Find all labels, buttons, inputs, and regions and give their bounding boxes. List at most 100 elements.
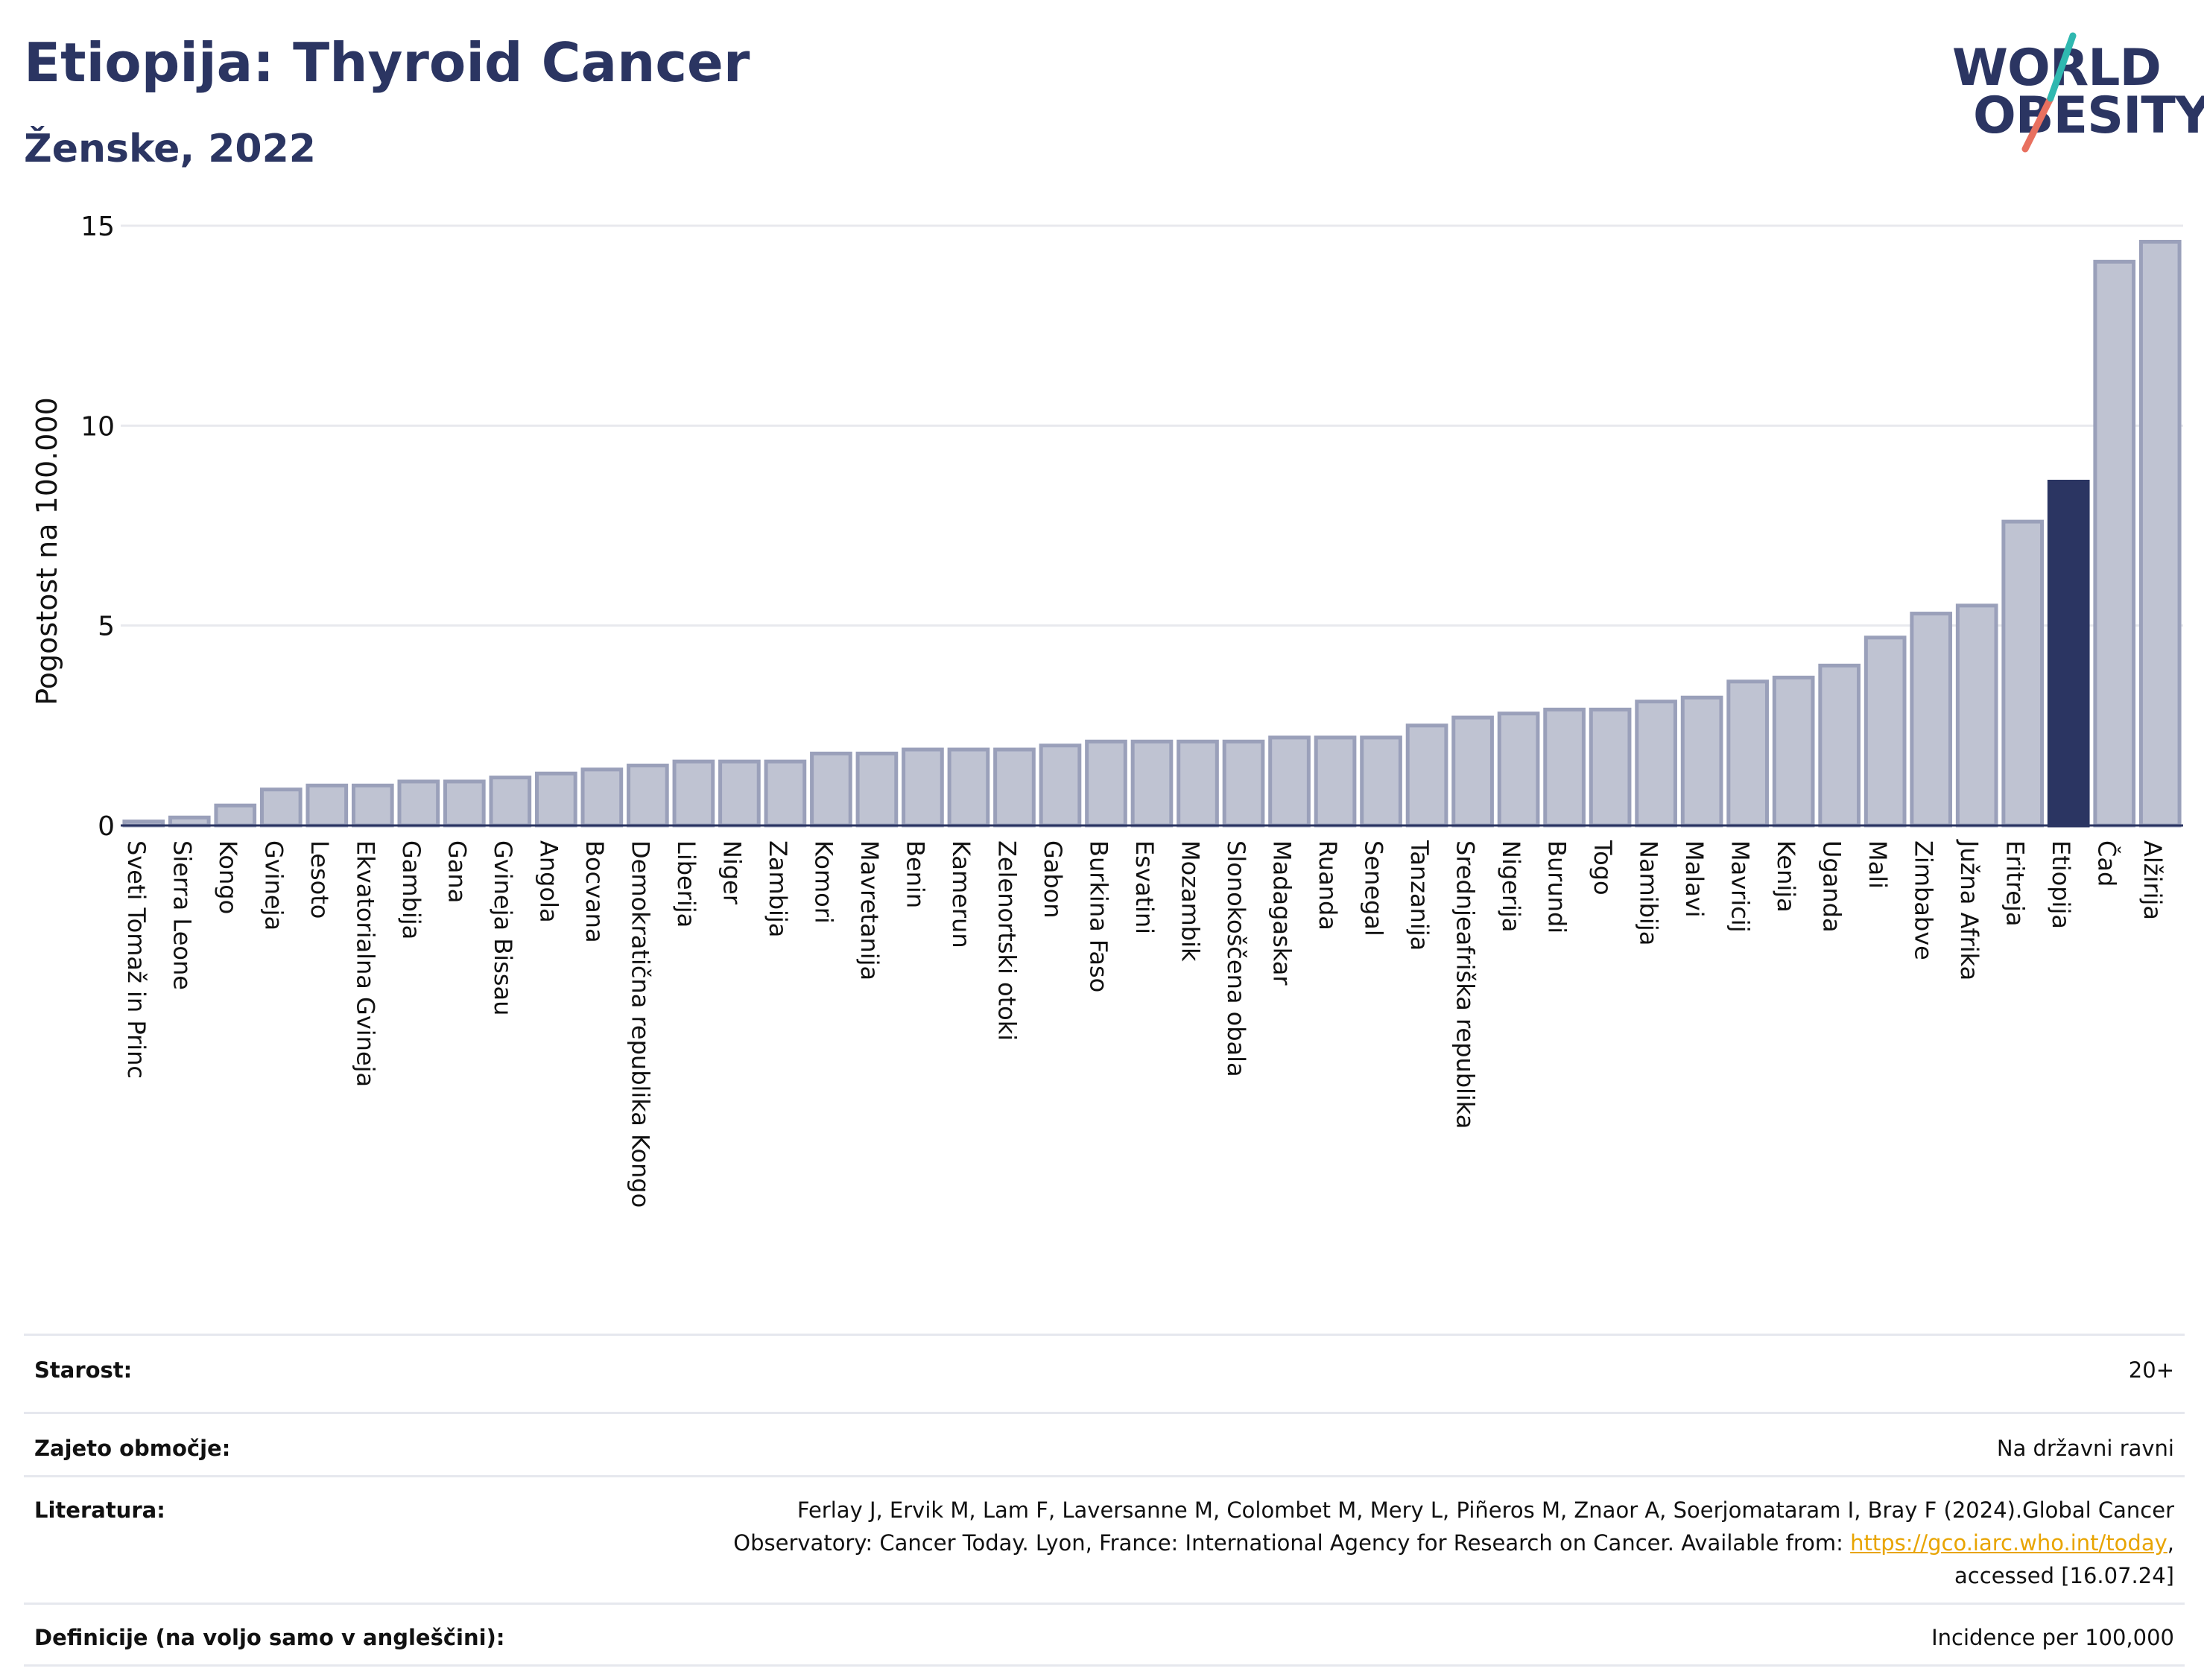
x-tick-label: Gvineja Bissau <box>489 840 517 1015</box>
bar-39 <box>1910 612 1953 828</box>
bar-17 <box>902 747 944 828</box>
bar-33 <box>1635 700 1677 828</box>
x-tick-label: Mavricij <box>1726 840 1755 933</box>
grid-lines <box>121 224 2183 627</box>
literature-text: , <box>2167 1530 2174 1556</box>
y-tick-labels: 0 5 10 15 <box>80 212 115 842</box>
info-label: Literatura: <box>34 1497 165 1523</box>
bars <box>121 239 2183 828</box>
bar-31 <box>1543 707 1586 828</box>
bar-24 <box>1222 739 1265 828</box>
y-tick-label: 0 <box>98 811 115 842</box>
bar-4 <box>305 783 349 828</box>
x-tick-label: Gabon <box>1039 840 1067 919</box>
x-tick-label: Eritreja <box>2001 840 2030 926</box>
reference-link[interactable]: https://gco.iarc.who.int/today <box>1850 1530 2167 1556</box>
bar-22 <box>1130 739 1174 828</box>
bar-28 <box>1405 723 1448 828</box>
y-tick-label: 5 <box>98 612 115 642</box>
x-tick-label: Niger <box>718 840 746 905</box>
bar-11 <box>627 764 669 828</box>
info-value: Incidence per 100,000 <box>1931 1625 2174 1650</box>
x-tick-label: Zambija <box>764 840 792 937</box>
info-row-age: Starost: 20+ <box>24 1334 2185 1412</box>
bar-19 <box>993 747 1036 828</box>
bar-2 <box>214 803 257 828</box>
bar-20 <box>1039 744 1082 828</box>
info-value: Ferlay J, Ervik M, Lam F, Laversanne M, … <box>733 1494 2185 1592</box>
x-tick-label: Benin <box>901 840 929 908</box>
x-tick-label: Srednjeafriška republika <box>1451 840 1480 1129</box>
x-tick-label: Uganda <box>1818 840 1846 933</box>
logo-slash-icon <box>2021 32 2077 153</box>
x-tick-label: Nigerija <box>1497 840 1525 932</box>
chart-title: Etiopija: Thyroid Cancer <box>24 31 750 94</box>
x-tick-label: Slonokoščena obala <box>1222 840 1250 1077</box>
bar-36 <box>1772 675 1815 828</box>
x-tick-label: Gambija <box>397 840 425 939</box>
bar-14 <box>764 759 807 828</box>
info-row-definitions: Definicije (na voljo samo v angleščini):… <box>24 1603 2185 1667</box>
x-tick-label: Angola <box>534 840 563 923</box>
x-tick-label: Ekvatorialna Gvineja <box>351 840 379 1087</box>
chart-subtitle: Ženske, 2022 <box>24 127 316 171</box>
world-obesity-logo: WORLD OBESITY <box>1945 30 2204 156</box>
bar-27 <box>1360 735 1402 828</box>
literature-line-1: Ferlay J, Ervik M, Lam F, Laversanne M, … <box>797 1497 2174 1523</box>
info-label: Definicije (na voljo samo v angleščini): <box>34 1625 505 1650</box>
bar-30 <box>1497 711 1540 828</box>
y-tick-label: 10 <box>80 411 115 442</box>
info-value: 20+ <box>2128 1357 2174 1383</box>
x-tick-label: Gana <box>443 840 471 903</box>
bar-26 <box>1314 735 1357 828</box>
bar-15 <box>810 751 852 828</box>
x-tick-label: Bocvana <box>580 840 609 943</box>
info-value: Na državni ravni <box>1996 1436 2174 1461</box>
bar-21 <box>1085 739 1127 828</box>
x-tick-label: Senegal <box>1360 840 1388 936</box>
x-tick-label: Burundi <box>1543 840 1571 933</box>
x-tick-label: Togo <box>1589 840 1617 896</box>
x-tick-label: Etiopija <box>2047 840 2075 929</box>
x-tick-label: Kenija <box>1772 840 1800 913</box>
x-tick-label: Čad <box>2093 840 2122 887</box>
x-tick-label: Mavretanija <box>855 840 884 980</box>
y-axis-label: Pogostost na 100.000 <box>31 397 63 706</box>
bar-32 <box>1589 707 1632 828</box>
x-tick-label: Liberija <box>672 840 700 928</box>
bar-5 <box>351 783 394 828</box>
bar-1 <box>168 815 211 828</box>
bar-42 <box>2047 479 2090 828</box>
x-tick-label: Esvatini <box>1130 840 1159 934</box>
logo-line2: OBESITY <box>1973 86 2204 145</box>
x-tick-label: Zelenortski otoki <box>992 840 1021 1041</box>
x-tick-label: Komori <box>809 840 837 924</box>
bar-6 <box>397 779 440 828</box>
x-tick-label: Sierra Leone <box>168 840 196 990</box>
bar-9 <box>535 771 577 828</box>
bar-25 <box>1268 735 1311 828</box>
x-tick-label: Tanzanija <box>1405 840 1434 951</box>
bar-40 <box>1955 603 1998 828</box>
x-tick-label: Burkina Faso <box>1084 840 1112 992</box>
bar-41 <box>2001 519 2045 828</box>
bar-44 <box>2138 239 2182 828</box>
x-tick-label: Gvineja <box>259 840 288 931</box>
bar-3 <box>259 787 303 828</box>
literature-line-3: accessed [16.07.24] <box>1954 1563 2174 1588</box>
bar-18 <box>947 747 990 828</box>
bar-43 <box>2093 259 2136 828</box>
bar-34 <box>1680 695 1723 828</box>
x-tick-label: Sveti Tomaž in Princ <box>122 840 151 1079</box>
bar-12 <box>672 759 715 828</box>
x-tick-label: Malavi <box>1680 840 1709 918</box>
bar-23 <box>1177 739 1219 828</box>
bar-29 <box>1451 715 1494 828</box>
info-label: Starost: <box>34 1357 133 1383</box>
bar-37 <box>1818 663 1861 828</box>
x-tick-label: Lesoto <box>305 840 334 919</box>
literature-text: Observatory: Cancer Today. Lyon, France:… <box>733 1530 1851 1556</box>
x-tick-label: Mozambik <box>1177 840 1205 962</box>
y-tick-label: 15 <box>80 212 115 242</box>
x-tick-label: Namibija <box>1635 840 1663 945</box>
